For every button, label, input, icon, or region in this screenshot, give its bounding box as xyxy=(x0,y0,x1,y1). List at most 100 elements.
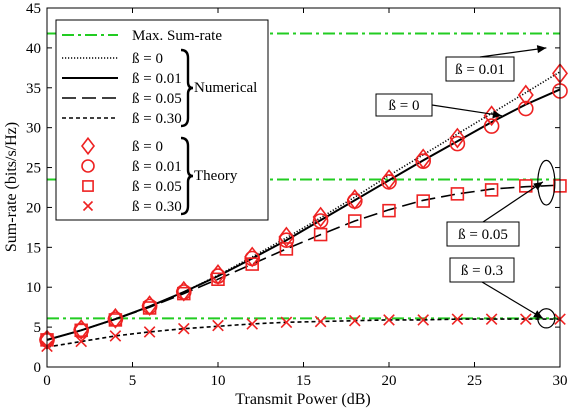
theory-point-1-7 xyxy=(278,232,295,248)
annotation-arrow-2 xyxy=(482,181,544,223)
y-tick-label: 25 xyxy=(26,161,41,177)
x-axis-label: Transmit Power (dB) xyxy=(235,391,370,408)
legend-numerical-group-label: Numerical xyxy=(194,80,257,96)
annotation-arrowhead-3 xyxy=(533,310,543,319)
theory-point-2-12 xyxy=(450,187,465,201)
theory-point-1-9 xyxy=(346,193,363,209)
y-tick-label: 15 xyxy=(26,240,41,256)
numerical-lines xyxy=(46,71,561,348)
y-axis: 0 5 10 15 20 25 30 35 40 45 xyxy=(26,1,560,376)
theory-point-1-6 xyxy=(244,250,260,267)
x-axis: 0 5 10 15 20 25 30 xyxy=(43,8,568,389)
theory-point-0-14 xyxy=(517,84,534,106)
theory-point-1-12 xyxy=(449,135,466,152)
y-tick-label: 30 xyxy=(26,121,41,137)
legend-numerical-label-3: ß = 0.30 xyxy=(132,111,182,127)
theory-point-2-7 xyxy=(279,242,294,256)
y-tick-label: 45 xyxy=(26,1,41,17)
y-tick-label: 5 xyxy=(34,320,42,336)
theory-point-1-14 xyxy=(517,100,534,117)
y-tick-label: 35 xyxy=(26,81,41,97)
theory-point-2-9 xyxy=(348,214,362,228)
x-tick-label: 25 xyxy=(467,373,482,389)
x-tick-label: 5 xyxy=(129,373,137,389)
theory-point-2-3 xyxy=(142,301,157,315)
legend-theory-label-3: ß = 0.30 xyxy=(132,199,182,215)
y-tick-label: 10 xyxy=(26,280,41,296)
theory-point-2-2 xyxy=(108,313,123,327)
legend-box xyxy=(55,19,269,221)
legend-theory-marker-1 xyxy=(81,159,95,173)
legend-numerical-label-0: ß = 0 xyxy=(132,51,163,67)
theory-point-0-2 xyxy=(107,307,124,329)
theory-point-3-4 xyxy=(177,322,190,335)
legend: Max. Sum-rate ß = 0 ß = 0.01 ß = 0.05 ß = 0.… xyxy=(55,19,269,221)
legend-theory-label-2: ß = 0.05 xyxy=(132,179,182,195)
annotation-arrow-0 xyxy=(479,47,547,58)
theory-point-2-10 xyxy=(382,203,396,218)
annotation-label-0: ß = 0.01 xyxy=(455,62,505,78)
y-tick-label: 20 xyxy=(26,200,41,216)
annotation-box-3 xyxy=(449,257,515,283)
legend-theory-label-0: ß = 0 xyxy=(132,139,163,155)
theory-point-1-5 xyxy=(210,268,226,284)
theory-point-3-5 xyxy=(212,319,224,332)
theory-point-1-13 xyxy=(483,118,500,134)
theory-point-3-14 xyxy=(519,313,532,325)
y-tick-label: 0 xyxy=(34,360,42,376)
theory-point-3-1 xyxy=(75,335,88,348)
annotation-label-2: ß = 0.05 xyxy=(458,227,508,243)
theory-point-3-2 xyxy=(109,330,122,342)
numerical-line-2 xyxy=(46,184,561,341)
theory-point-2-13 xyxy=(484,183,499,197)
theory-point-1-10 xyxy=(381,174,397,190)
legend-theory-group-label: Theory xyxy=(194,168,238,184)
legend-theory-brace xyxy=(180,136,194,216)
x-tick-label: 30 xyxy=(553,373,568,389)
ellipse-0 xyxy=(537,159,556,206)
annotation-label-1: ß = 0 xyxy=(389,98,420,114)
legend-theory-marker-0 xyxy=(80,136,96,156)
theory-point-0-8 xyxy=(312,206,329,228)
legend-theory-marker-3 xyxy=(82,200,94,212)
y-tick-label: 40 xyxy=(26,41,41,57)
theory-point-2-8 xyxy=(313,227,328,242)
annotation-label-3: ß = 0.3 xyxy=(461,263,503,279)
annotation-arrow-3 xyxy=(481,281,544,319)
x-tick-label: 15 xyxy=(296,373,311,389)
theory-point-3-13 xyxy=(485,313,498,325)
numerical-line-3 xyxy=(46,318,560,348)
annotation-arrowhead-2 xyxy=(533,181,543,191)
theory-point-2-5 xyxy=(211,272,225,286)
legend-numerical-label-1: ß = 0.01 xyxy=(132,71,182,87)
annotation-arrow-1 xyxy=(431,104,502,117)
theory-point-0-12 xyxy=(449,127,466,149)
theory-point-3-7 xyxy=(280,316,293,329)
legend-theory-label-1: ß = 0.01 xyxy=(132,159,182,175)
theory-point-0-1 xyxy=(73,319,90,340)
annotations: ß = 0.01 ß = 0 ß = 0.05 ß = 0.3 xyxy=(375,45,556,329)
annotation-arrowhead-1 xyxy=(492,110,502,119)
theory-point-3-6 xyxy=(246,318,259,330)
theory-point-3-9 xyxy=(348,314,361,327)
theory-point-2-1 xyxy=(74,323,88,338)
theory-point-2-4 xyxy=(177,286,191,301)
theory-point-1-1 xyxy=(73,322,89,339)
theory-point-3-10 xyxy=(383,314,395,326)
legend-theory-marker-2 xyxy=(82,180,94,192)
theory-point-2-11 xyxy=(416,194,430,208)
legend-numerical-brace xyxy=(180,48,194,128)
theory-point-3-12 xyxy=(451,313,464,325)
y-axis-label: Sum-rate (bits/s/Hz) xyxy=(3,122,20,252)
theory-point-1-11 xyxy=(415,153,432,169)
theory-point-3-8 xyxy=(314,315,327,328)
x-tick-label: 10 xyxy=(211,373,226,389)
ellipse-1 xyxy=(537,308,556,329)
x-tick-label: 20 xyxy=(382,373,397,389)
theory-point-2-14 xyxy=(519,179,533,193)
x-tick-label: 0 xyxy=(43,373,51,389)
annotation-arrowhead-0 xyxy=(536,45,547,54)
theory-point-3-3 xyxy=(143,326,156,338)
theory-point-2-6 xyxy=(245,257,259,271)
